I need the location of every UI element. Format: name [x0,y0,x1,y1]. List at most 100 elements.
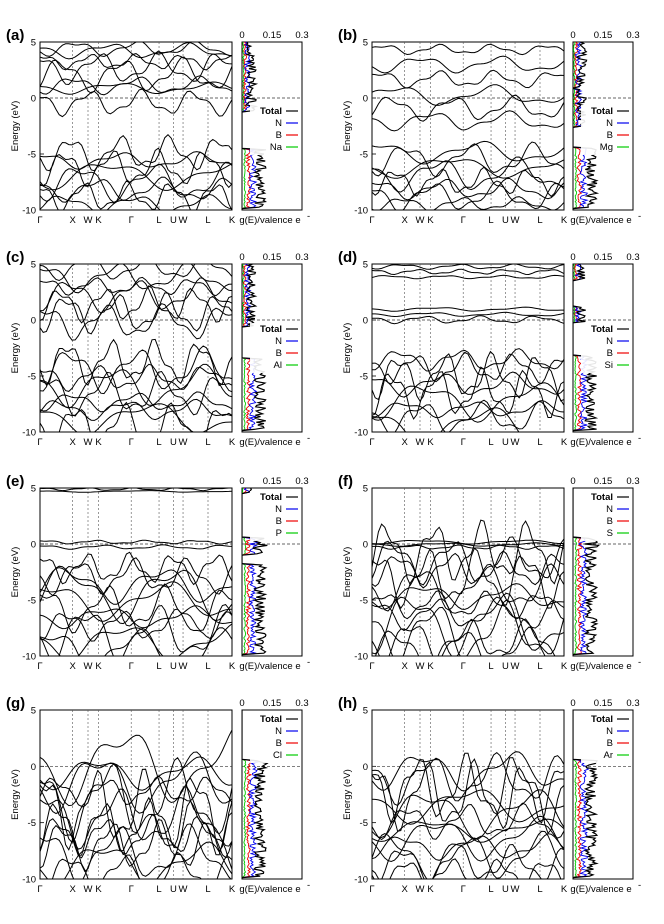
y-tick-label: -5 [28,150,36,161]
band-curve [40,133,232,172]
y-tick-label: 0 [363,94,368,105]
y-tick-label: -10 [22,206,36,217]
band-curve [40,751,232,815]
band-lines [40,488,232,656]
band-curve [372,802,564,841]
y-tick-label: 0 [31,94,36,105]
legend-label: Ar [604,750,614,761]
k-point-label: W [179,884,188,895]
k-point-label: X [69,884,76,895]
y-tick-label: -10 [354,875,368,886]
dos-curve-n [242,710,260,879]
band-lines [40,729,232,879]
k-point-label: W [416,661,425,672]
dos-frame [241,709,303,880]
k-point-label: K [95,884,102,895]
band-curve [40,151,232,170]
y-tick-label: 5 [363,706,368,717]
panel-label: (h) [338,695,357,712]
y-tick-label: -5 [360,596,368,607]
band-curve [372,306,564,312]
y-tick-label: -10 [354,206,368,217]
k-point-label: X [69,215,76,226]
k-point-label: L [205,215,210,226]
legend-label: Na [270,142,283,153]
band-curve [372,196,564,210]
dos-axis-superscript: - [307,880,310,891]
legend-label: Total [260,106,282,117]
legend-label: B [607,516,613,527]
panel-s: (f)Energy (eV)50-5-10Γ X W K Γ L U W L K0 0.15 0.3g… [338,473,641,672]
band-curve [372,858,562,879]
dos-curve-n [242,488,260,656]
legend-label: B [276,130,282,141]
band-curve [372,350,564,402]
y-tick-label: 5 [363,484,368,495]
k-point-label: K [561,215,568,226]
k-point-label: U [170,661,177,672]
y-tick-label: -10 [22,428,36,439]
legend-label: N [606,504,613,515]
energy-axis-label: Energy (eV) [10,323,21,374]
dos-tick-label: 0 [570,698,575,709]
dos-curve-x [573,488,578,656]
y-tick-label: 5 [363,260,368,271]
dos-axis-label: g(E)/valence e [239,884,300,895]
dos-axis-superscript: - [307,433,310,444]
band-curve [372,843,564,879]
y-tick-label: -10 [22,652,36,663]
k-point-label: Γ [129,661,134,672]
k-point-label: L [205,661,210,672]
y-tick-label: -10 [354,652,368,663]
dos-tick-label: 0.3 [626,30,639,41]
band-curve [40,345,232,395]
dos-frame [572,487,634,657]
band-lines [40,264,232,432]
k-point-label: Γ [461,215,466,226]
band-curve [372,599,564,656]
band-curve [372,539,564,545]
dos-tick-label: 0.15 [594,30,613,41]
band-curve [40,176,232,203]
legend-label: N [606,336,613,347]
band-curve [40,180,232,210]
dos-tick-label: 0.3 [295,476,308,487]
band-curve [372,43,564,56]
legend-label: Cl [273,750,282,761]
band-curve [40,338,232,387]
band-curve [40,285,232,324]
y-tick-label: 0 [363,540,368,551]
k-point-label: Γ [369,437,374,448]
band-curve [372,351,564,385]
band-curve [40,557,232,597]
k-point-label: U [170,437,177,448]
dos-curves [573,710,599,879]
band-curve [372,177,564,201]
band-curve [40,796,232,856]
dos-curve-total [242,42,268,210]
band-curve [372,156,564,193]
energy-axis-label: Energy (eV) [10,101,21,152]
k-point-label: L [156,437,161,448]
legend-label: Mg [600,142,613,153]
band-curve [372,84,564,106]
band-curve [372,382,564,423]
band-curve [372,140,564,165]
dos-axis-superscript: - [638,211,641,222]
k-point-label: K [95,215,102,226]
y-tick-label: 0 [31,540,36,551]
band-curve [372,596,564,632]
dos-tick-label: 0 [239,698,244,709]
band-curve [372,55,564,74]
band-curve [40,363,232,409]
k-point-label: W [84,884,93,895]
legend-label: N [275,118,282,129]
dos-curve-n [573,488,589,656]
band-curve [40,53,232,71]
k-point-label: K [229,661,236,672]
band-curve [372,311,564,318]
band-curve [372,69,564,89]
band-curve [40,56,232,94]
k-point-label: W [511,215,520,226]
